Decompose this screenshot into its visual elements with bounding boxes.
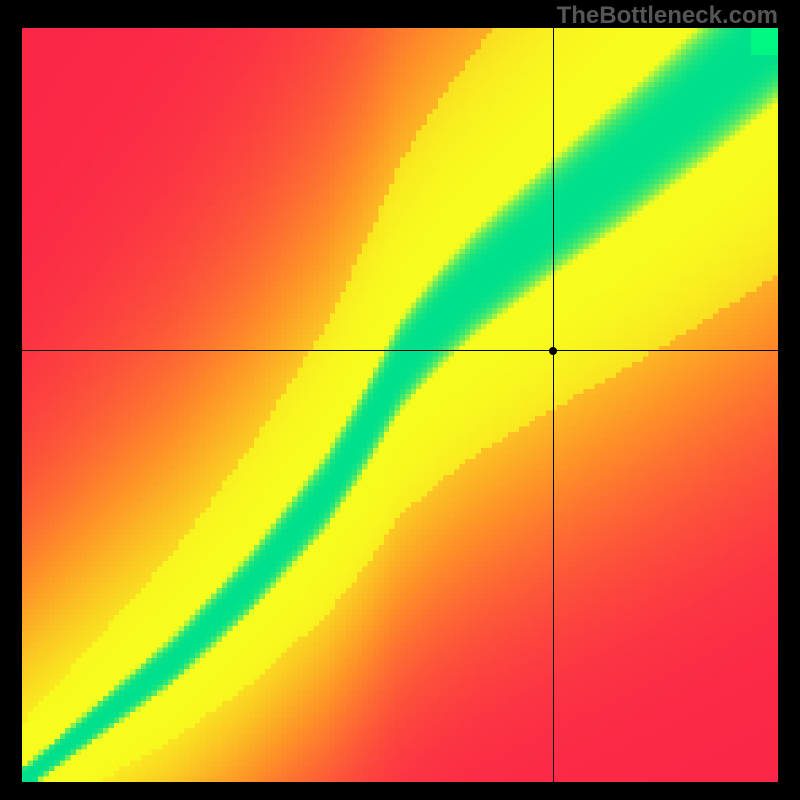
crosshair-vertical-line bbox=[553, 28, 554, 782]
watermark-text: TheBottleneck.com bbox=[557, 2, 778, 30]
bottleneck-heatmap bbox=[22, 28, 778, 782]
crosshair-horizontal-line bbox=[22, 350, 778, 351]
chart-container: TheBottleneck.com bbox=[0, 0, 800, 800]
